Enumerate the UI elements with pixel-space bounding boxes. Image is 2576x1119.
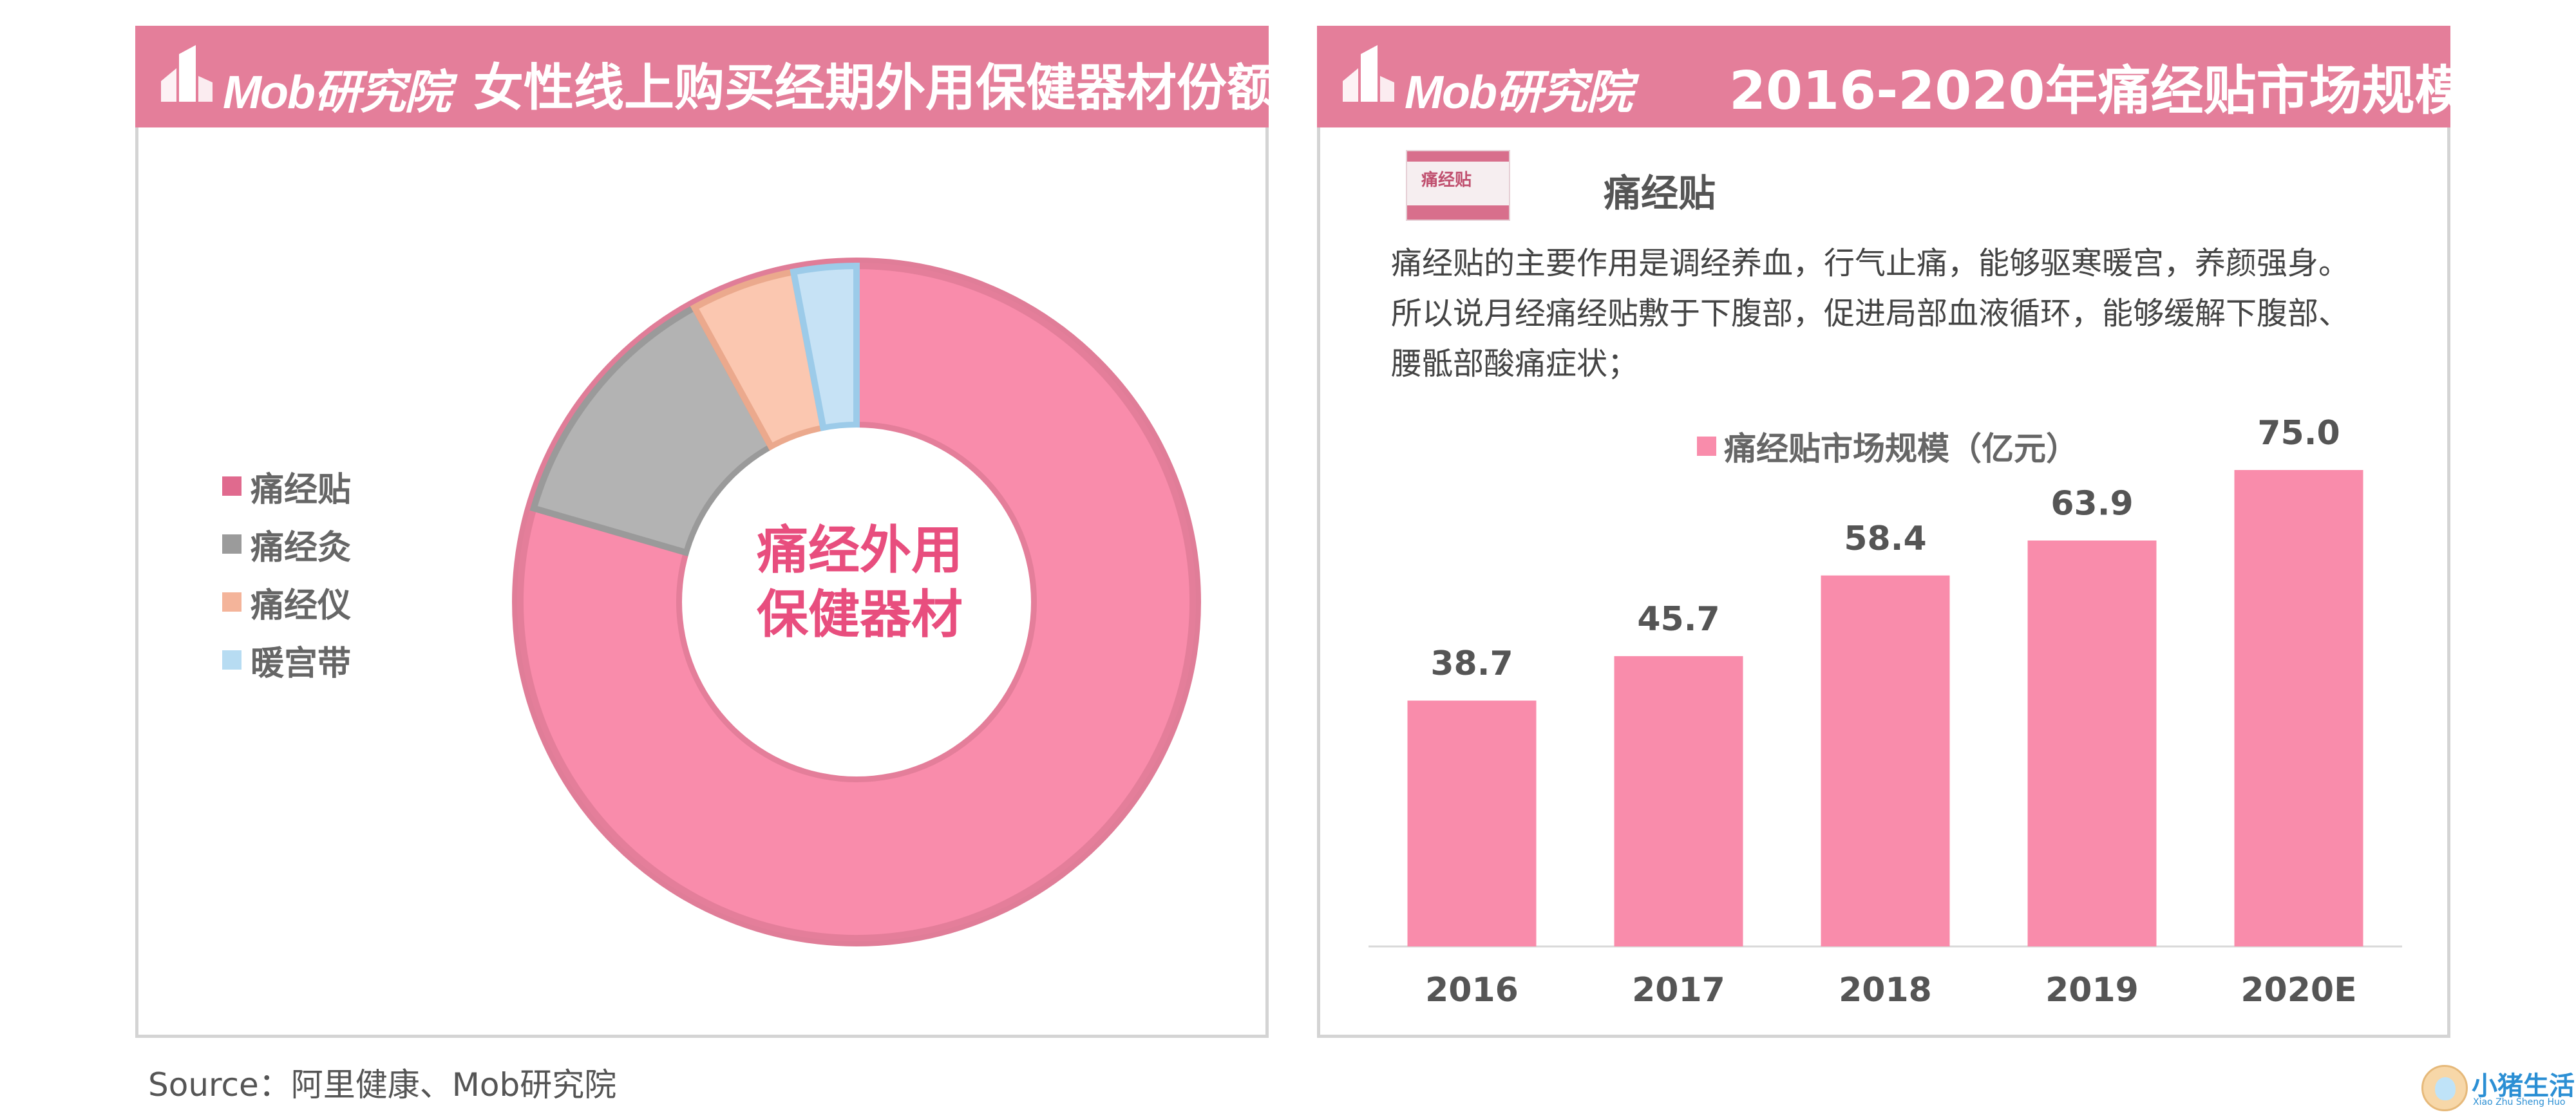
product-description: 痛经贴的主要作用是调经养血，行气止痛，能够驱寒暖宫，养颜强身。 所以说月经痛经贴… xyxy=(1391,238,2421,389)
bar-value-label: 38.7 xyxy=(1430,644,1513,683)
mob-building-icon xyxy=(1343,45,1394,102)
bar-chart-panel: Mob研究院 2016-2020年痛经贴市场规模 痛经贴 痛经贴 痛经贴的主要作… xyxy=(1317,26,2467,1038)
legend-item: 痛经灸 xyxy=(222,515,351,573)
brand-badge: 小猪生活 Xiao Zhu Sheng Huo xyxy=(2421,1062,2575,1114)
source-note: Source：阿里健康、Mob研究院 xyxy=(148,1066,617,1104)
legend-label: 痛经仪 xyxy=(251,586,352,625)
pig-mascot-icon xyxy=(2421,1065,2468,1111)
mob-building-icon xyxy=(161,45,213,102)
bar-legend: 痛经贴市场规模（亿元） xyxy=(1697,423,2078,469)
product-name: 痛经贴 xyxy=(1604,171,1716,215)
bar-2020E xyxy=(2234,470,2363,946)
legend-item: 痛经贴 xyxy=(222,457,351,515)
mob-logo-text: Mob研究院 xyxy=(1405,67,1633,118)
bar-2017 xyxy=(1614,656,1743,946)
donut-hole xyxy=(682,428,1031,776)
description-line: 痛经贴的主要作用是调经养血，行气止痛，能够驱寒暖宫，养颜强身。 xyxy=(1391,245,2350,281)
x-tick-label: 2016 xyxy=(1425,971,1519,1010)
x-tick-label: 2020E xyxy=(2240,971,2356,1010)
bar-value-label: 75.0 xyxy=(2257,414,2340,453)
description-line: 腰骶部酸痛症状； xyxy=(1391,346,1639,382)
legend-item: 痛经仪 xyxy=(222,573,351,631)
x-tick-label: 2019 xyxy=(2045,971,2139,1010)
legend-swatch xyxy=(222,650,242,670)
donut-chart xyxy=(512,258,1201,946)
mob-logo-text: Mob研究院 xyxy=(223,67,451,118)
donut-slice-痛经贴 xyxy=(517,262,1196,941)
legend-item: 暖宫带 xyxy=(222,631,351,689)
donut-slice-痛经灸 xyxy=(529,303,776,557)
brand-subtitle: Xiao Zhu Sheng Huo xyxy=(2473,1097,2566,1107)
donut-center-label: 痛经外用 保健器材 xyxy=(705,518,1014,647)
bar-2019 xyxy=(2027,540,2157,946)
center-label-line1: 痛经外用 xyxy=(757,520,963,580)
bar-value-label: 45.7 xyxy=(1637,600,1719,639)
x-tick-label: 2018 xyxy=(1839,971,1932,1010)
product-image: 痛经贴 xyxy=(1406,150,1510,221)
bar-value-label: 63.9 xyxy=(2050,485,2133,523)
product-image-text: 痛经贴 xyxy=(1421,171,1472,190)
legend-label: 暖宫带 xyxy=(251,644,352,683)
bar-value-label: 58.4 xyxy=(1844,520,1926,558)
bar-chart: 38.7 2016 45.7 2017 58.4 2018 63.9 2019 75.0 2020… xyxy=(1368,414,2402,1010)
legend-swatch xyxy=(222,592,242,612)
panel-header: Mob研究院 2016-2020年痛经贴市场规模 xyxy=(1317,26,2467,127)
legend-label: 痛经贴市场规模（亿元） xyxy=(1724,430,2078,467)
donut-chart-panel: Mob研究院 女性线上购买经期外用保健器材份额 痛经贴痛经灸痛经仪暖宫带 痛经外… xyxy=(135,26,1277,1038)
legend-swatch xyxy=(222,534,242,554)
x-tick-label: 2017 xyxy=(1632,971,1725,1010)
panel-header: Mob研究院 女性线上购买经期外用保健器材份额 xyxy=(135,26,1277,127)
mob-logo: Mob研究院 xyxy=(1335,37,1633,118)
donut-slice-暖宫带 xyxy=(790,262,860,432)
center-label-line2: 保健器材 xyxy=(757,585,963,644)
legend-label: 痛经贴 xyxy=(251,470,352,509)
brand-name: 小猪生活 xyxy=(2472,1071,2575,1101)
donut-legend: 痛经贴痛经灸痛经仪暖宫带 xyxy=(222,457,351,689)
description-line: 所以说月经痛经贴敷于下腹部，促进局部血液循环，能够缓解下腹部、 xyxy=(1391,296,2350,332)
bar-2018 xyxy=(1821,575,1950,946)
chart-title: 女性线上购买经期外用保健器材份额 xyxy=(473,59,1278,117)
mob-logo: Mob研究院 xyxy=(153,37,451,118)
donut-outer-ring xyxy=(512,258,1201,946)
legend-label: 痛经灸 xyxy=(251,528,352,567)
legend-swatch xyxy=(222,476,242,496)
chart-title: 2016-2020年痛经贴市场规模 xyxy=(1729,61,2468,122)
bar-2016 xyxy=(1407,701,1537,946)
legend-swatch xyxy=(1697,437,1716,456)
